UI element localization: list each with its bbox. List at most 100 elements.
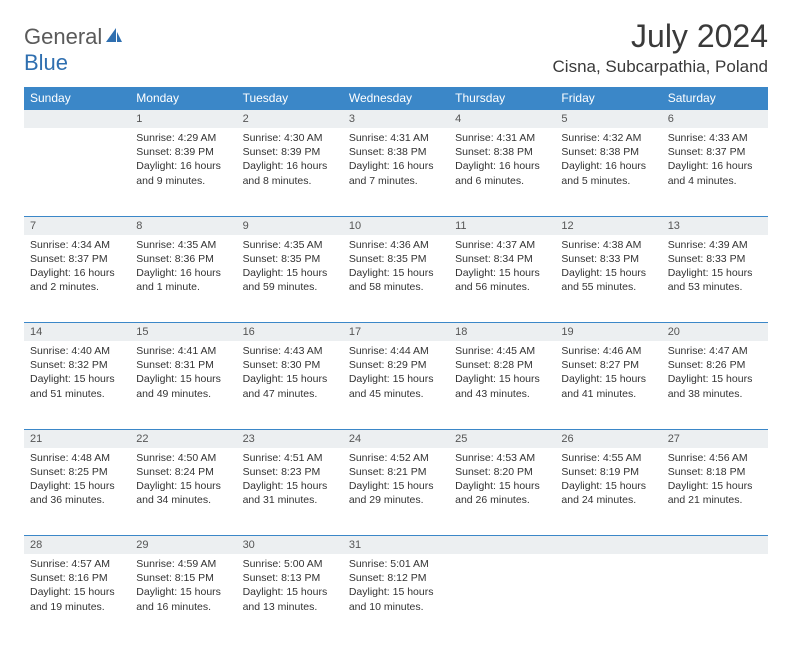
empty-daynum [555,536,661,554]
day-line: Sunrise: 4:53 AM [455,451,549,465]
day-cell: Sunrise: 4:31 AMSunset: 8:38 PMDaylight:… [449,128,555,216]
daynum-cell: 29 [130,536,236,555]
day-line: Sunset: 8:24 PM [136,465,230,479]
daynum-cell: 26 [555,429,661,448]
day-content: Sunrise: 4:43 AMSunset: 8:30 PMDaylight:… [237,341,343,407]
day-number: 31 [343,536,449,554]
day-line: Sunset: 8:30 PM [243,358,337,372]
day-line: and 6 minutes. [455,174,549,188]
day-line: Sunrise: 4:36 AM [349,238,443,252]
day-cell: Sunrise: 4:35 AMSunset: 8:36 PMDaylight:… [130,235,236,323]
day-line: Sunrise: 4:50 AM [136,451,230,465]
day-line: Sunset: 8:35 PM [243,252,337,266]
day-line: Daylight: 15 hours [243,585,337,599]
weekday-header: Friday [555,87,661,110]
day-line: Sunset: 8:39 PM [136,145,230,159]
day-line: and 45 minutes. [349,387,443,401]
weekday-header: Sunday [24,87,130,110]
empty-daynum [662,536,768,554]
day-number: 15 [130,323,236,341]
day-line: and 29 minutes. [349,493,443,507]
day-number: 9 [237,217,343,235]
day-content: Sunrise: 4:50 AMSunset: 8:24 PMDaylight:… [130,448,236,514]
day-cell: Sunrise: 4:57 AMSunset: 8:16 PMDaylight:… [24,554,130,642]
day-number: 24 [343,430,449,448]
day-number: 10 [343,217,449,235]
day-number: 4 [449,110,555,128]
daynum-cell: 10 [343,216,449,235]
day-number: 27 [662,430,768,448]
day-line: and 36 minutes. [30,493,124,507]
daynum-cell: 5 [555,110,661,129]
logo: General Blue [24,18,124,76]
weekday-header: Saturday [662,87,768,110]
day-line: Daylight: 15 hours [668,372,762,386]
day-line: and 51 minutes. [30,387,124,401]
day-content: Sunrise: 4:51 AMSunset: 8:23 PMDaylight:… [237,448,343,514]
day-line: Sunset: 8:38 PM [561,145,655,159]
day-line: and 38 minutes. [668,387,762,401]
day-line: Daylight: 15 hours [136,372,230,386]
weekday-header: Tuesday [237,87,343,110]
day-line: Daylight: 15 hours [30,585,124,599]
day-line: Daylight: 16 hours [349,159,443,173]
day-line: Sunrise: 4:40 AM [30,344,124,358]
day-line: and 26 minutes. [455,493,549,507]
day-line: Sunrise: 4:34 AM [30,238,124,252]
day-line: Sunset: 8:16 PM [30,571,124,585]
daynum-row: 28293031 [24,536,768,555]
logo-text: General Blue [24,24,124,76]
day-content: Sunrise: 4:53 AMSunset: 8:20 PMDaylight:… [449,448,555,514]
daynum-cell: 14 [24,323,130,342]
daynum-cell: 23 [237,429,343,448]
day-line: Sunrise: 4:48 AM [30,451,124,465]
day-cell: Sunrise: 4:31 AMSunset: 8:38 PMDaylight:… [343,128,449,216]
page-title: July 2024 [553,18,768,55]
day-cell [555,554,661,642]
day-line: Sunset: 8:28 PM [455,358,549,372]
daynum-cell: 8 [130,216,236,235]
day-cell: Sunrise: 5:00 AMSunset: 8:13 PMDaylight:… [237,554,343,642]
day-line: Sunrise: 4:35 AM [243,238,337,252]
day-line: and 21 minutes. [668,493,762,507]
day-line: Sunset: 8:23 PM [243,465,337,479]
daynum-cell: 1 [130,110,236,129]
day-cell: Sunrise: 4:45 AMSunset: 8:28 PMDaylight:… [449,341,555,429]
day-line: Sunrise: 4:43 AM [243,344,337,358]
day-content: Sunrise: 4:30 AMSunset: 8:39 PMDaylight:… [237,128,343,194]
day-content: Sunrise: 5:01 AMSunset: 8:12 PMDaylight:… [343,554,449,620]
daynum-cell: 6 [662,110,768,129]
weekday-header: Monday [130,87,236,110]
day-line: Daylight: 15 hours [349,479,443,493]
day-content: Sunrise: 4:48 AMSunset: 8:25 PMDaylight:… [24,448,130,514]
weekday-header: Wednesday [343,87,449,110]
day-line: Sunset: 8:38 PM [349,145,443,159]
day-number: 11 [449,217,555,235]
day-line: Sunrise: 4:29 AM [136,131,230,145]
day-line: Sunset: 8:18 PM [668,465,762,479]
day-line: Sunset: 8:26 PM [668,358,762,372]
day-number: 29 [130,536,236,554]
day-line: Sunrise: 4:56 AM [668,451,762,465]
content-row: Sunrise: 4:34 AMSunset: 8:37 PMDaylight:… [24,235,768,323]
day-line: Sunrise: 4:59 AM [136,557,230,571]
day-line: Daylight: 15 hours [455,479,549,493]
day-content: Sunrise: 4:41 AMSunset: 8:31 PMDaylight:… [130,341,236,407]
day-line: and 47 minutes. [243,387,337,401]
daynum-row: 78910111213 [24,216,768,235]
day-number: 7 [24,217,130,235]
daynum-row: 21222324252627 [24,429,768,448]
day-cell: Sunrise: 4:52 AMSunset: 8:21 PMDaylight:… [343,448,449,536]
day-number: 22 [130,430,236,448]
page: General Blue July 2024 Cisna, Subcarpath… [0,0,792,660]
day-line: Sunset: 8:13 PM [243,571,337,585]
day-cell: Sunrise: 4:35 AMSunset: 8:35 PMDaylight:… [237,235,343,323]
day-content: Sunrise: 4:31 AMSunset: 8:38 PMDaylight:… [343,128,449,194]
day-cell: Sunrise: 4:48 AMSunset: 8:25 PMDaylight:… [24,448,130,536]
day-content: Sunrise: 4:31 AMSunset: 8:38 PMDaylight:… [449,128,555,194]
day-line: Sunrise: 4:37 AM [455,238,549,252]
day-line: Daylight: 16 hours [561,159,655,173]
day-line: and 8 minutes. [243,174,337,188]
day-line: and 7 minutes. [349,174,443,188]
day-line: and 53 minutes. [668,280,762,294]
